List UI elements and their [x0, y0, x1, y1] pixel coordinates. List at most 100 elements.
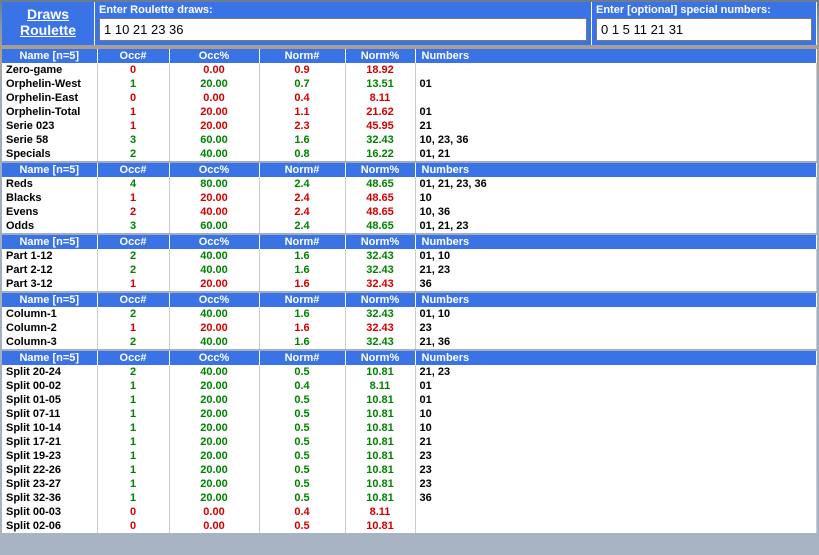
normn-header: Norm#	[259, 351, 345, 365]
row-occn: 1	[97, 449, 169, 463]
row-occn: 0	[97, 519, 169, 533]
row-normn: 2.4	[259, 219, 345, 233]
table-row: Part 1-12240.001.632.4301, 10	[2, 249, 817, 263]
row-occp: 40.00	[169, 205, 259, 219]
row-name: Split 23-27	[2, 477, 97, 491]
row-name: Split 32-36	[2, 491, 97, 505]
table-row: Serie 58360.001.632.4310, 23, 36	[2, 133, 817, 147]
row-normn: 0.5	[259, 435, 345, 449]
row-occp: 40.00	[169, 335, 259, 349]
row-normn: 0.5	[259, 477, 345, 491]
results-table: Name [n=5]Occ#Occ%Norm#Norm%NumbersReds4…	[2, 163, 817, 233]
row-occp: 20.00	[169, 407, 259, 421]
row-occn: 1	[97, 491, 169, 505]
row-occn: 1	[97, 393, 169, 407]
row-normn: 2.3	[259, 119, 345, 133]
logo-line1: Draws	[27, 6, 69, 22]
row-normn: 0.9	[259, 63, 345, 77]
row-normp: 8.11	[345, 505, 415, 519]
name-header: Name [n=5]	[2, 351, 97, 365]
row-occn: 2	[97, 263, 169, 277]
row-occn: 3	[97, 219, 169, 233]
row-occn: 0	[97, 505, 169, 519]
row-occp: 0.00	[169, 63, 259, 77]
row-name: Split 19-23	[2, 449, 97, 463]
row-occp: 60.00	[169, 219, 259, 233]
row-normp: 10.81	[345, 407, 415, 421]
row-numbers	[415, 519, 817, 533]
row-occp: 0.00	[169, 505, 259, 519]
row-name: Column-2	[2, 321, 97, 335]
table-row: Odds360.002.448.6501, 21, 23	[2, 219, 817, 233]
table-row: Reds480.002.448.6501, 21, 23, 36	[2, 177, 817, 191]
row-normn: 2.4	[259, 191, 345, 205]
row-numbers	[415, 505, 817, 519]
row-occn: 2	[97, 249, 169, 263]
row-normp: 32.43	[345, 249, 415, 263]
numbers-header: Numbers	[415, 49, 817, 63]
row-normp: 32.43	[345, 133, 415, 147]
row-normp: 8.11	[345, 91, 415, 105]
row-normn: 0.5	[259, 449, 345, 463]
row-normn: 1.6	[259, 335, 345, 349]
specials-input[interactable]	[596, 18, 812, 41]
table-row: Split 02-0600.000.510.81	[2, 519, 817, 533]
row-normp: 48.65	[345, 205, 415, 219]
draws-label: Enter Roulette draws:	[99, 4, 587, 16]
row-occn: 1	[97, 119, 169, 133]
row-numbers: 23	[415, 463, 817, 477]
logo-link[interactable]: Draws Roulette	[2, 2, 95, 45]
row-name: Split 01-05	[2, 393, 97, 407]
row-normp: 32.43	[345, 307, 415, 321]
row-name: Split 00-03	[2, 505, 97, 519]
row-name: Split 07-11	[2, 407, 97, 421]
table-row: Split 07-11120.000.510.8110	[2, 407, 817, 421]
row-occn: 1	[97, 407, 169, 421]
draws-input[interactable]	[99, 18, 587, 41]
row-numbers: 01, 21, 23	[415, 219, 817, 233]
occp-header: Occ%	[169, 235, 259, 249]
row-normp: 32.43	[345, 321, 415, 335]
row-numbers: 23	[415, 321, 817, 335]
row-normn: 0.5	[259, 463, 345, 477]
row-normn: 1.6	[259, 307, 345, 321]
numbers-header: Numbers	[415, 163, 817, 177]
row-occp: 20.00	[169, 379, 259, 393]
row-occp: 20.00	[169, 277, 259, 291]
row-name: Split 10-14	[2, 421, 97, 435]
results-table: Name [n=5]Occ#Occ%Norm#Norm%NumbersPart …	[2, 235, 817, 291]
normp-header: Norm%	[345, 351, 415, 365]
row-normn: 1.6	[259, 321, 345, 335]
row-normp: 32.43	[345, 277, 415, 291]
numbers-header: Numbers	[415, 235, 817, 249]
row-name: Column-3	[2, 335, 97, 349]
table-row: Split 32-36120.000.510.8136	[2, 491, 817, 505]
row-numbers: 01, 10	[415, 249, 817, 263]
row-normn: 1.6	[259, 277, 345, 291]
row-occp: 20.00	[169, 119, 259, 133]
row-normp: 10.81	[345, 463, 415, 477]
row-normp: 32.43	[345, 263, 415, 277]
row-occp: 0.00	[169, 91, 259, 105]
row-name: Specials	[2, 147, 97, 161]
results-table: Name [n=5]Occ#Occ%Norm#Norm%NumbersZero-…	[2, 49, 817, 161]
results-table: Name [n=5]Occ#Occ%Norm#Norm%NumbersSplit…	[2, 351, 817, 533]
row-numbers: 10, 23, 36	[415, 133, 817, 147]
normn-header: Norm#	[259, 293, 345, 307]
specials-label: Enter [optional] special numbers:	[596, 4, 812, 16]
table-row: Column-2120.001.632.4323	[2, 321, 817, 335]
table-row: Split 19-23120.000.510.8123	[2, 449, 817, 463]
row-numbers: 21	[415, 119, 817, 133]
row-numbers: 01, 10	[415, 307, 817, 321]
row-normn: 1.1	[259, 105, 345, 119]
row-normp: 45.95	[345, 119, 415, 133]
table-row: Split 22-26120.000.510.8123	[2, 463, 817, 477]
row-occp: 20.00	[169, 421, 259, 435]
row-normp: 8.11	[345, 379, 415, 393]
row-name: Split 02-06	[2, 519, 97, 533]
table-row: Split 10-14120.000.510.8110	[2, 421, 817, 435]
results-container: Name [n=5]Occ#Occ%Norm#Norm%NumbersZero-…	[2, 49, 817, 533]
row-name: Odds	[2, 219, 97, 233]
row-numbers: 21, 23	[415, 365, 817, 379]
row-occn: 1	[97, 191, 169, 205]
